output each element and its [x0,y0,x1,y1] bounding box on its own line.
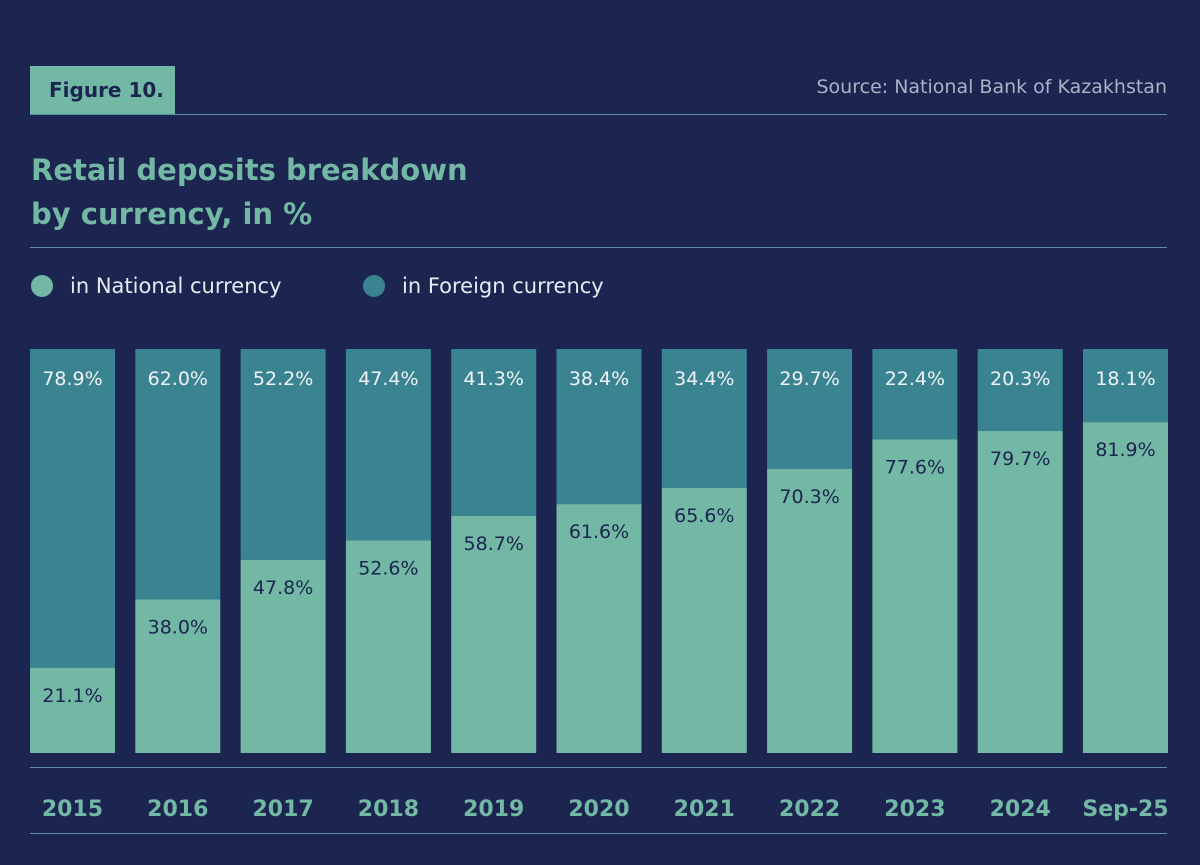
chart-title-line-1: Retail deposits breakdown [31,153,468,187]
bar-foreign [451,349,537,516]
header-divider [30,114,1167,115]
x-tick-label: 2015 [42,797,103,822]
data-label-foreign: 52.2% [253,368,313,390]
bar-national [767,468,853,753]
bar-national [345,540,431,753]
data-label-national: 61.6% [569,521,629,543]
data-label-national: 52.6% [358,557,418,579]
x-tick-label: 2017 [252,797,313,822]
legend-national-label: in National currency [70,274,282,298]
data-label-national: 77.6% [885,456,945,478]
x-tick-label: 2022 [779,797,840,822]
data-label-foreign: 18.1% [1095,368,1155,390]
x-tick-label: 2018 [358,797,419,822]
data-label-national: 65.6% [674,505,734,527]
source-note: Source: National Bank of Kazakhstan [816,76,1168,98]
data-label-foreign: 29.7% [779,368,839,390]
data-label-foreign: 41.3% [464,368,524,390]
bar-foreign [345,349,431,541]
data-label-foreign: 47.4% [358,368,418,390]
bar-foreign [977,349,1063,432]
bar-foreign [661,349,747,488]
chart-title: Retail deposits breakdown by currency, i… [31,148,631,236]
chart-title-line-2: by currency, in % [31,197,313,231]
bar-foreign [240,349,326,560]
bar-national [556,504,642,753]
data-label-national: 79.7% [990,448,1050,470]
bar-foreign [872,349,958,440]
x-tick-label: Sep-25 [1082,797,1168,822]
title-divider [30,247,1167,248]
bar-foreign [135,349,221,600]
legend-foreign: in Foreign currency [363,274,604,298]
x-tick-label: 2020 [568,797,629,822]
legend-foreign-dot-icon [363,275,385,297]
x-tick-label: 2024 [990,797,1051,822]
bar-national [977,431,1063,753]
x-tick-label: 2023 [884,797,945,822]
bar-foreign [556,349,642,505]
data-label-foreign: 78.9% [42,368,102,390]
data-label-national: 70.3% [779,486,839,508]
data-label-foreign: 62.0% [148,368,208,390]
figure-label: Figure 10. [30,66,175,114]
data-label-foreign: 34.4% [674,368,734,390]
bar-foreign [30,349,115,668]
legend-national-dot-icon [31,275,53,297]
data-label-national: 58.7% [464,533,524,555]
x-tick-label: 2021 [674,797,735,822]
data-label-national: 38.0% [148,616,208,638]
bar-national [240,559,326,753]
data-label-foreign: 22.4% [885,368,945,390]
bar-national [661,487,747,753]
data-label-national: 47.8% [253,577,313,599]
bar-national [30,667,115,753]
bar-national [135,599,221,753]
x-tick-label: 2019 [463,797,524,822]
data-label-national: 81.9% [1095,439,1155,461]
data-label-national: 21.1% [42,685,102,707]
bar-national [1083,422,1168,753]
data-label-foreign: 38.4% [569,368,629,390]
legend-national: in National currency [31,274,282,298]
legend-foreign-label: in Foreign currency [402,274,604,298]
bar-foreign [1083,349,1168,423]
bar-national [451,515,537,753]
bar-foreign [767,349,853,469]
x-tick-label: 2016 [147,797,208,822]
data-label-foreign: 20.3% [990,368,1050,390]
bar-national [872,439,958,753]
